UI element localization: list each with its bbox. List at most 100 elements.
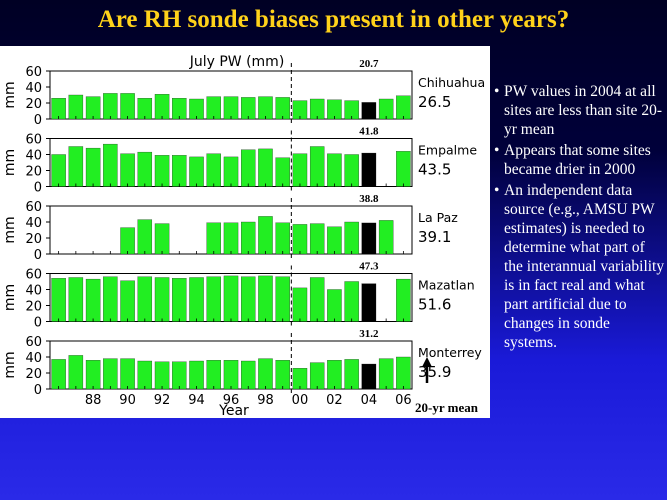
bar [103,276,118,322]
site-mean: 39.1 [418,228,451,246]
bar [120,227,135,255]
bar [241,360,256,390]
bar [275,97,290,120]
bar [258,96,273,120]
bar [51,98,66,120]
chart-panel: July PW (mm) 0 20 40 60 mm 20.7 Chihuahua 26.5 0 2… [0,46,490,418]
bar [275,276,290,322]
y-tick-label: 60 [25,335,42,350]
bar [68,355,84,390]
bar [172,155,187,187]
site-mean: 43.5 [418,161,451,179]
bar [258,275,273,322]
value-2004-label: 20.7 [359,58,379,70]
bar [223,96,239,120]
bar [206,153,221,187]
bar [344,281,359,322]
x-tick-label: 94 [188,393,205,408]
bar [103,358,118,390]
site-name: Monterrey [418,345,482,360]
bar [396,151,411,187]
bar [206,96,221,120]
y-tick-label: 60 [25,200,42,215]
bar-2004 [361,152,377,187]
bar [292,368,308,390]
y-tick-label: 20 [25,300,42,315]
site-mean: 26.5 [418,93,451,111]
bar [223,360,239,390]
bar [189,277,204,322]
bar [206,222,221,255]
bar [103,93,118,120]
bar [68,94,84,120]
y-axis-label: mm [2,216,18,243]
y-tick-label: 40 [25,149,42,164]
bar [241,276,256,322]
site-name: Chihuahua [418,75,485,90]
x-tick-label: 98 [257,393,274,408]
pw-bar-chart: July PW (mm)0204060mm20.7Chihuahua26.502… [2,54,485,418]
y-tick-label: 40 [25,284,42,299]
y-tick-label: 0 [34,383,42,398]
chart-title: July PW (mm) [189,54,285,70]
bar [154,155,170,187]
bar [68,277,84,322]
x-tick-label: 90 [119,393,136,408]
x-tick-label: 92 [154,393,171,408]
y-tick-label: 20 [25,97,42,112]
bar [258,148,273,187]
x-axis-label: Year [218,403,249,418]
site-name: La Paz [418,210,458,225]
bar [275,222,290,255]
bar [378,220,394,255]
x-tick-label: 02 [326,393,343,408]
bullet-item: An independent data source (e.g., AMSU P… [494,181,666,352]
bar-2004 [361,363,377,390]
y-axis-label: mm [2,351,18,378]
y-tick-label: 60 [25,65,42,80]
y-tick-label: 40 [25,351,42,366]
bar [137,276,153,322]
divider-note: 20-yr mean [415,400,479,415]
y-tick-label: 20 [25,165,42,180]
bar-2004 [361,222,377,255]
x-tick-label: 96 [223,393,240,408]
bar [103,143,118,187]
bar [120,358,135,390]
bar [344,154,359,187]
bar [258,358,273,390]
bar [85,360,101,390]
bar [85,278,101,322]
bar [327,289,342,322]
bar [292,224,308,255]
bar [292,153,308,187]
bar [396,278,411,322]
bar [344,221,359,255]
slide-title: Are RH sonde biases present in other yea… [97,6,570,33]
x-tick-label: 00 [292,393,309,408]
bar [378,358,394,390]
bar [154,94,170,120]
bar [396,356,411,390]
x-tick-label: 06 [395,393,412,408]
y-tick-label: 40 [25,216,42,231]
bar [223,275,239,322]
bar [309,223,325,255]
bullet-list: PW values in 2004 at all sites are less … [494,82,666,354]
x-tick-label: 88 [85,393,102,408]
bar [344,359,359,390]
bar [120,280,135,322]
bar [120,153,135,187]
y-tick-label: 20 [25,367,42,382]
bar [120,93,135,120]
bar [327,360,342,390]
bar [51,154,66,187]
bar [223,222,239,255]
y-axis-label: mm [2,284,18,311]
value-2004-label: 41.8 [359,126,379,138]
bar [137,219,153,255]
bullet-item: PW values in 2004 at all sites are less … [494,82,666,139]
bar [137,360,153,390]
bar [241,97,256,120]
x-tick-label: 04 [361,393,378,408]
